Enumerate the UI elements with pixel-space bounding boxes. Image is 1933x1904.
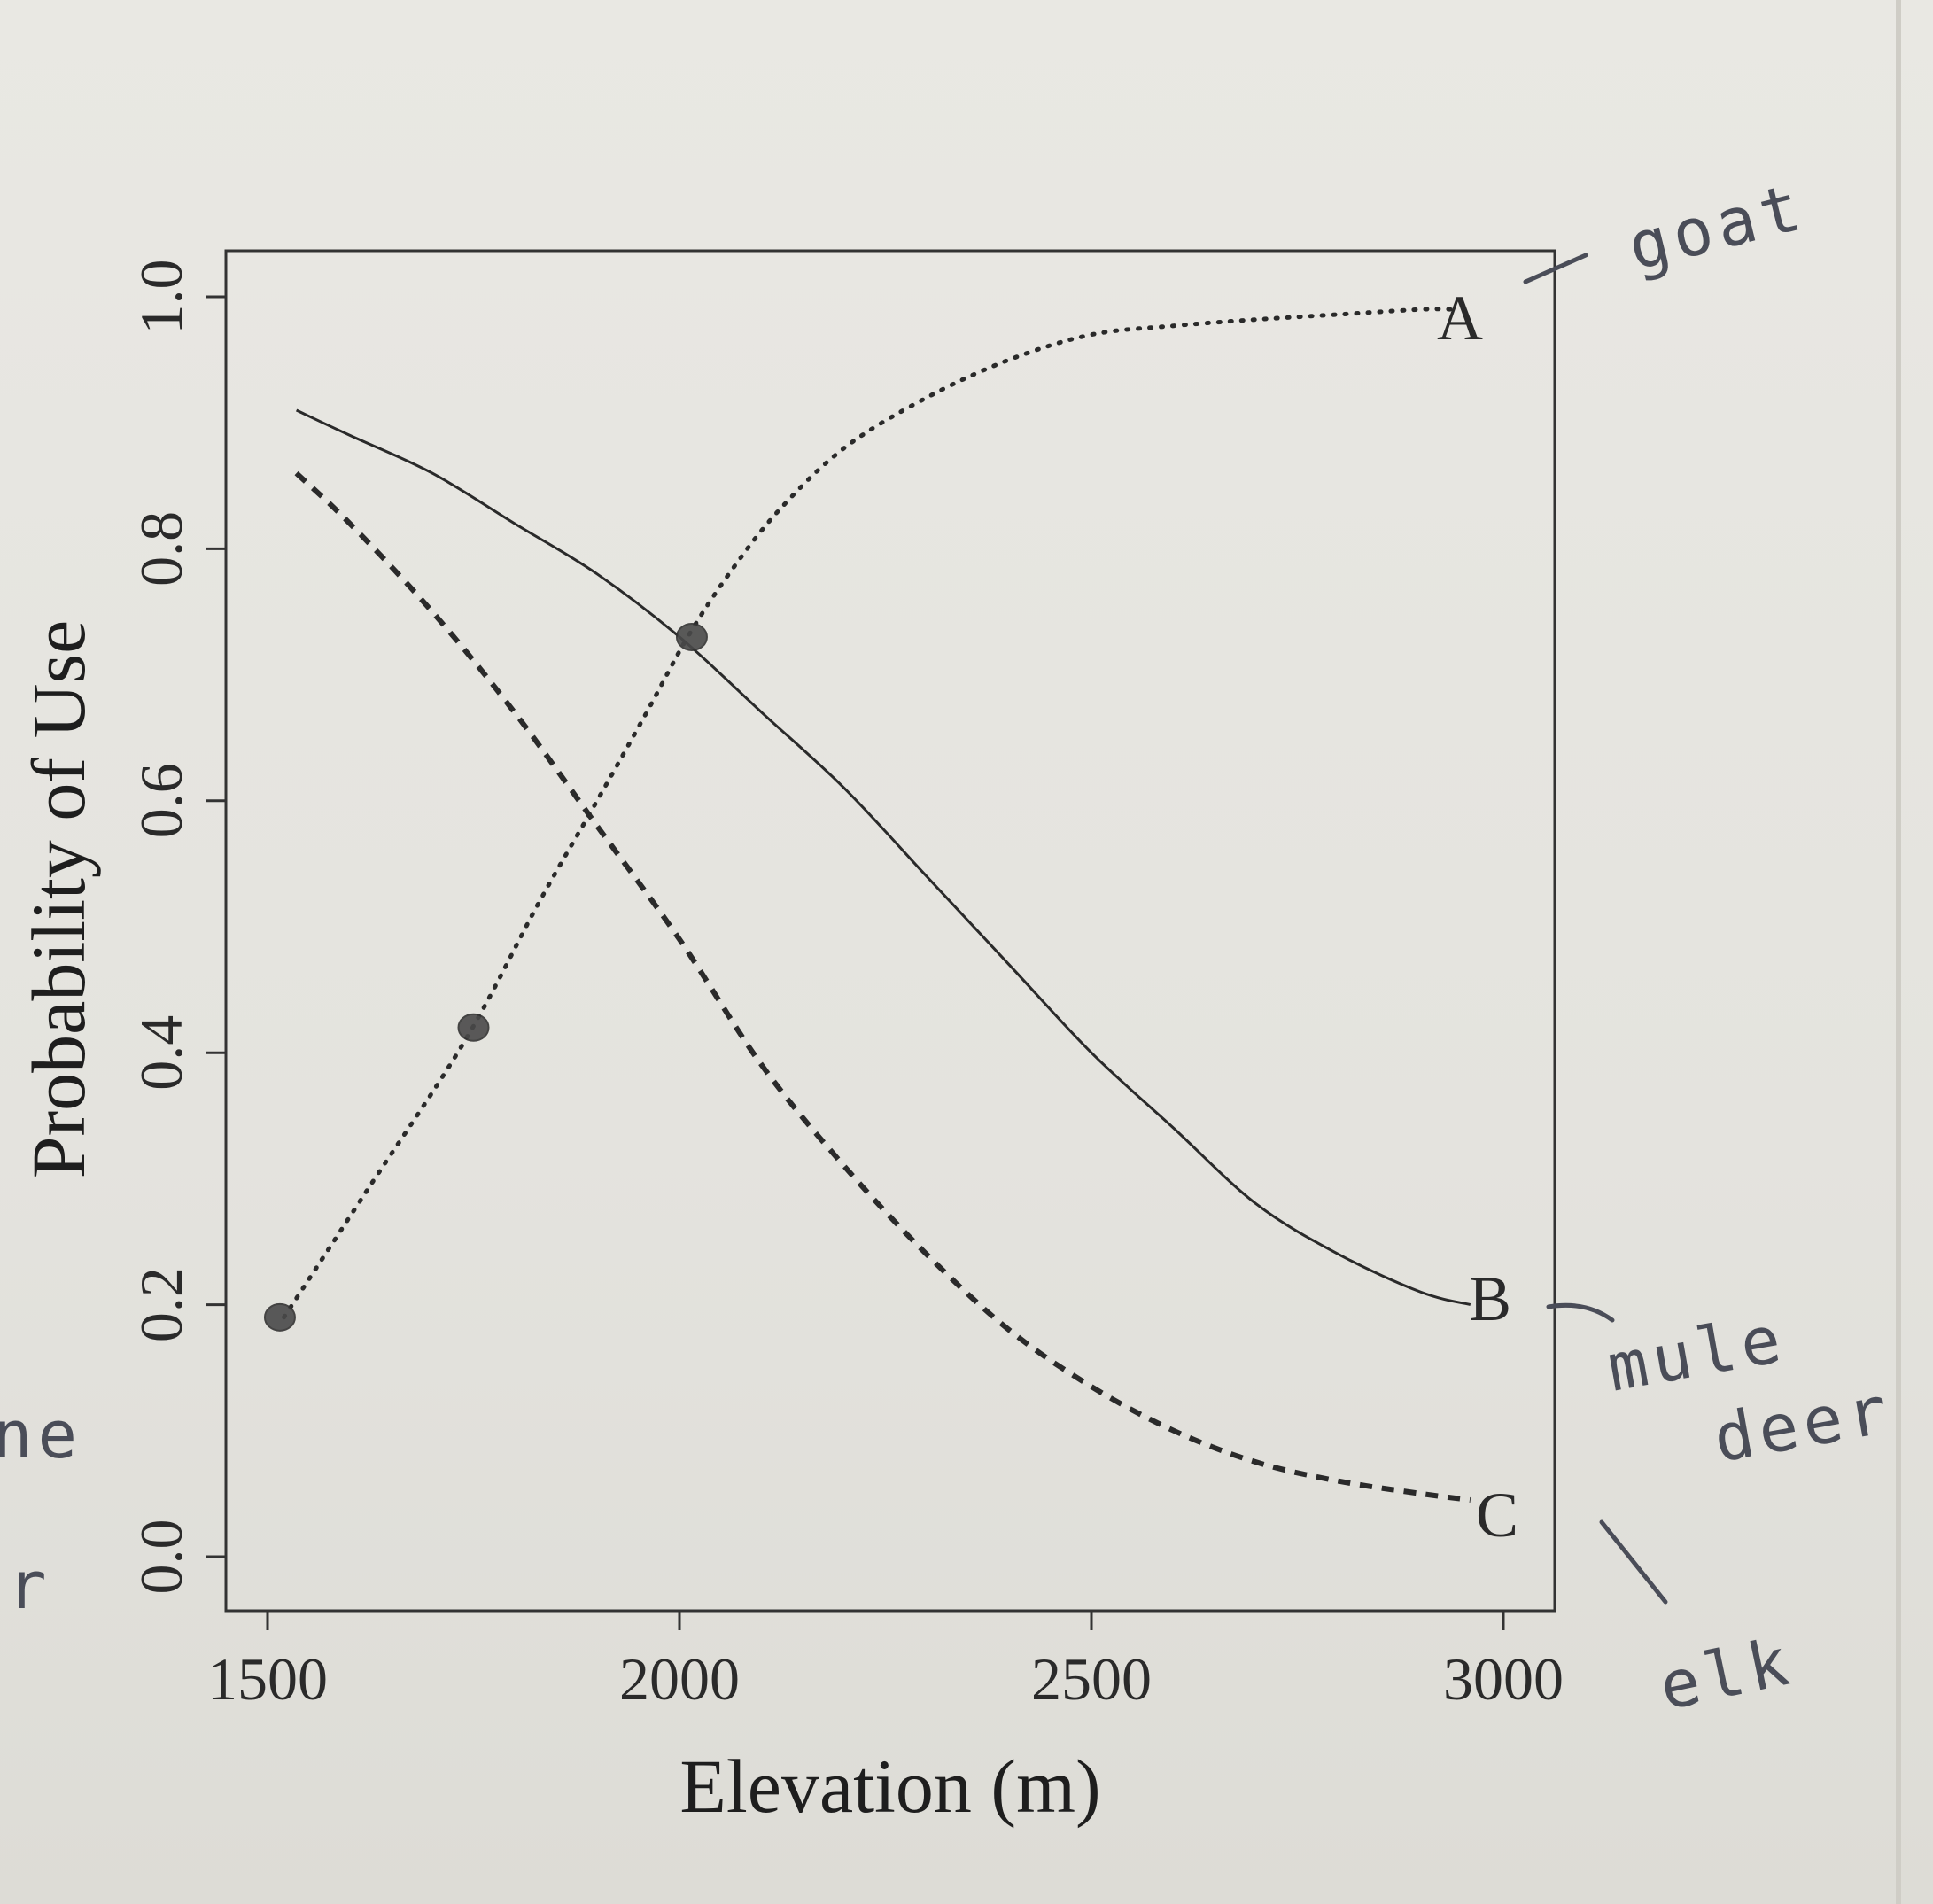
y-tick-label: 0.0 bbox=[128, 1519, 195, 1595]
x-tick-label: 3000 bbox=[1443, 1645, 1564, 1713]
series-line-c bbox=[294, 470, 1471, 1503]
mule-annotation: mule bbox=[1602, 1301, 1791, 1407]
page-edge bbox=[1896, 0, 1901, 1904]
curve-label-a: A bbox=[1437, 283, 1483, 354]
deer-annotation: deer bbox=[1708, 1372, 1898, 1478]
x-tick-label: 2000 bbox=[619, 1645, 740, 1713]
series-line-b bbox=[295, 408, 1471, 1307]
curve-label-b: B bbox=[1469, 1263, 1511, 1334]
y-tick-label: 0.2 bbox=[128, 1267, 195, 1342]
elk-pointer-stroke bbox=[1599, 1519, 1668, 1605]
axes: 1500 2000 2500 3000 0.0 0.2 0.4 0.6 0.8 1.0 bbox=[128, 260, 1564, 1714]
curves bbox=[282, 307, 1471, 1503]
elk-annotation: elk bbox=[1653, 1623, 1800, 1726]
data-point bbox=[457, 1013, 490, 1042]
y-tick-label: 1.0 bbox=[128, 260, 195, 335]
data-point bbox=[263, 1302, 296, 1332]
margin-note-b: r bbox=[7, 1548, 52, 1624]
x-tick-label: 1500 bbox=[207, 1645, 328, 1713]
highlighted-points bbox=[263, 622, 708, 1332]
goat-annotation: goat bbox=[1621, 168, 1813, 285]
plot-frame bbox=[224, 249, 1556, 1613]
goat-pointer-stroke bbox=[1523, 253, 1588, 284]
series-line-a bbox=[282, 307, 1456, 1320]
y-tick-label: 0.4 bbox=[128, 1015, 195, 1091]
x-axis-title: Elevation (m) bbox=[679, 1744, 1100, 1829]
y-tick-label: 0.6 bbox=[128, 763, 195, 838]
y-axis-title: Probability of Use bbox=[16, 620, 101, 1179]
mule-deer-pointer-stroke bbox=[1546, 1302, 1615, 1323]
margin-note-a: ne bbox=[0, 1397, 82, 1473]
data-point bbox=[675, 622, 708, 651]
x-tick-label: 2500 bbox=[1031, 1645, 1152, 1713]
curve-label-c: C bbox=[1476, 1480, 1518, 1550]
y-tick-label: 0.8 bbox=[128, 511, 195, 587]
